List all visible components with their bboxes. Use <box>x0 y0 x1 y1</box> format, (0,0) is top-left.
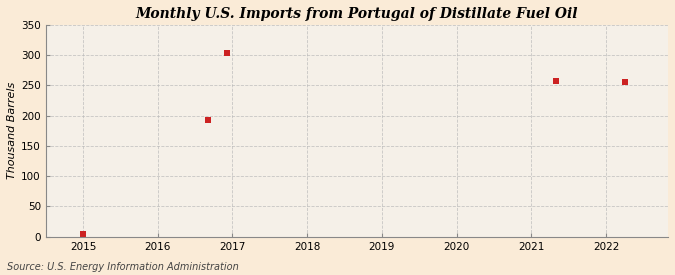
Title: Monthly U.S. Imports from Portugal of Distillate Fuel Oil: Monthly U.S. Imports from Portugal of Di… <box>136 7 578 21</box>
Y-axis label: Thousand Barrels: Thousand Barrels <box>7 82 17 179</box>
Text: Source: U.S. Energy Information Administration: Source: U.S. Energy Information Administ… <box>7 262 238 272</box>
